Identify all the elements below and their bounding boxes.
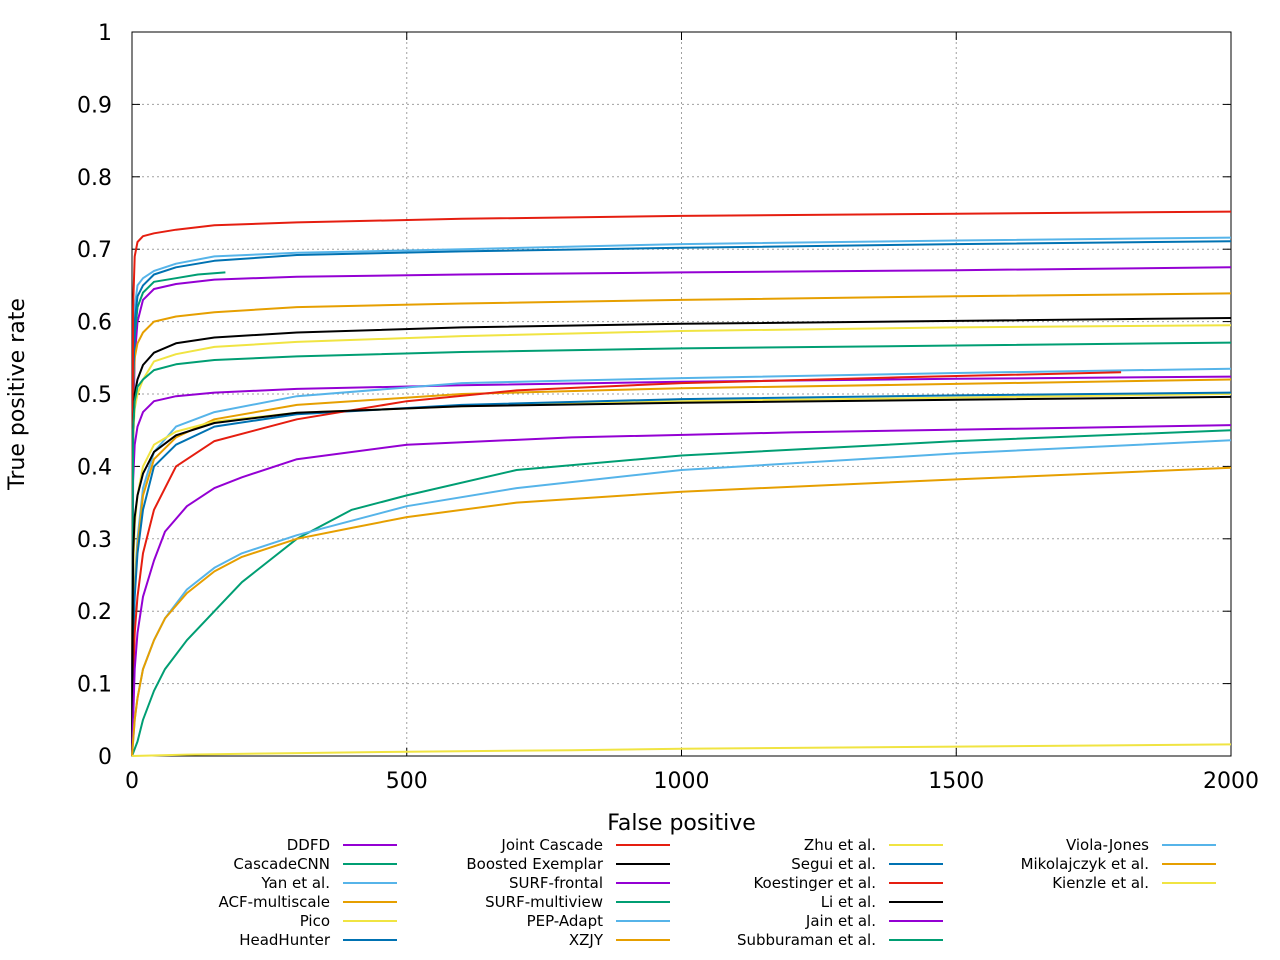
y-tick-label: 0.3 (77, 528, 112, 553)
series-line-joint-cascade (131, 210, 1232, 757)
legend-label-mikolajczyk-et-al: Mikolajczyk et al. (1021, 855, 1149, 873)
series-lines (131, 210, 1232, 757)
series-line-yan-et-al (131, 236, 1232, 757)
legend-label-pep-adapt: PEP-Adapt (527, 912, 604, 930)
legend-label-surf-multiview: SURF-multiview (485, 893, 603, 911)
series-line-subburaman-et-al (131, 429, 1232, 757)
y-tick-label: 0.8 (77, 166, 112, 191)
legend-label-jain-et-al: Jain et al. (805, 912, 876, 930)
y-tick-label: 0.2 (77, 600, 112, 625)
series-line-segui-et-al (131, 391, 1232, 757)
legend-label-kienzle-et-al: Kienzle et al. (1052, 874, 1149, 892)
legend-label-yan-et-al: Yan et al. (260, 874, 330, 892)
x-tick-label: 1000 (654, 769, 710, 794)
legend-label-zhu-et-al: Zhu et al. (804, 836, 876, 854)
legend-label-ddfd: DDFD (287, 836, 330, 854)
y-axis-label: True positive rate (5, 298, 30, 491)
series-line-koestinger-et-al (131, 371, 1122, 757)
legend-label-segui-et-al: Segui et al. (791, 855, 876, 873)
series-line-surf-multiview (131, 341, 1232, 757)
legend-label-boosted-exemplar: Boosted Exemplar (466, 855, 603, 873)
y-tick-label: 0.5 (77, 383, 112, 408)
legend-label-pico: Pico (300, 912, 330, 930)
legend-label-headhunter: HeadHunter (239, 931, 331, 949)
x-tick-label: 500 (386, 769, 428, 794)
x-axis-label: False positive (607, 811, 756, 836)
legend-label-acf-multiscale: ACF-multiscale (219, 893, 331, 911)
legend-label-cascadecnn: CascadeCNN (233, 855, 330, 873)
y-tick-label: 1 (98, 21, 112, 46)
series-line-li-et-al (131, 395, 1232, 757)
legend-label-joint-cascade: Joint Cascade (500, 836, 603, 854)
legend-label-xzjy: XZJY (569, 931, 604, 949)
series-line-boosted-exemplar (131, 317, 1232, 757)
legend-label-li-et-al: Li et al. (821, 893, 876, 911)
series-line-kienzle-et-al (131, 743, 1232, 757)
axis-ticks: 0 500 1000 1500 2000 0 0.1 0.2 0.3 0.4 0.5 0.6 0.7 0.… (77, 21, 1259, 794)
y-tick-label: 0.9 (77, 93, 112, 118)
series-line-jain-et-al (131, 424, 1232, 757)
x-tick-label: 0 (125, 769, 139, 794)
y-tick-label: 0 (98, 745, 112, 770)
series-line-mikolajczyk-et-al (131, 466, 1232, 757)
y-tick-label: 0.6 (77, 311, 112, 336)
legend-label-subburaman-et-al: Subburaman et al. (737, 931, 876, 949)
y-tick-label: 0.7 (77, 238, 112, 263)
y-tick-label: 0.1 (77, 673, 112, 698)
legend-label-viola-jones: Viola-Jones (1066, 836, 1149, 854)
series-line-surf-frontal (131, 375, 1232, 757)
x-tick-label: 1500 (928, 769, 984, 794)
series-line-headhunter (131, 240, 1232, 757)
legend-label-koestinger-et-al: Koestinger et al. (753, 874, 876, 892)
y-tick-label: 0.4 (77, 455, 112, 480)
x-tick-label: 2000 (1203, 769, 1259, 794)
legend-label-surf-frontal: SURF-frontal (509, 874, 603, 892)
